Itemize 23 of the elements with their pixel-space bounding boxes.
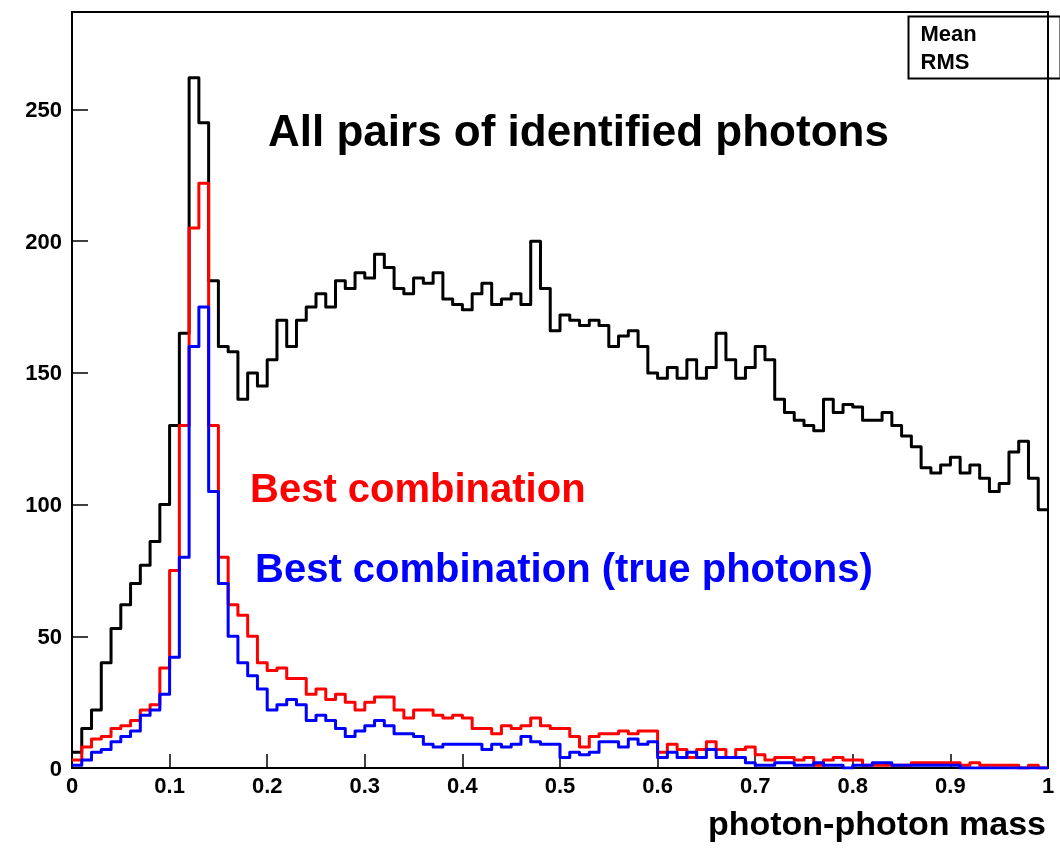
x-tick-label: 0.4 bbox=[447, 772, 479, 798]
x-tick-label: 0.9 bbox=[935, 772, 966, 798]
x-tick-label: 0.3 bbox=[349, 772, 381, 798]
x-tick-label: 0.8 bbox=[837, 772, 869, 798]
y-tick-label: 50 bbox=[37, 623, 62, 649]
annotation: RMS bbox=[920, 49, 970, 74]
y-tick-label: 100 bbox=[25, 492, 62, 518]
annotation: Mean bbox=[920, 21, 977, 46]
x-tick-label: 0.1 bbox=[154, 772, 185, 798]
x-tick-label: 0 bbox=[65, 772, 79, 798]
series-label: Best combination bbox=[250, 466, 586, 510]
x-tick-label: 0.2 bbox=[251, 772, 283, 798]
y-tick-label: 150 bbox=[25, 360, 62, 386]
y-tick-label: 0 bbox=[49, 755, 62, 781]
series-label: All pairs of identified photons bbox=[268, 105, 889, 155]
y-tick-label: 200 bbox=[25, 228, 62, 254]
x-tick-label: 1 bbox=[1041, 772, 1055, 798]
x-tick-label: 0.5 bbox=[544, 772, 576, 798]
series-label: Best combination (true photons) bbox=[255, 546, 873, 590]
y-tick-label: 250 bbox=[25, 96, 62, 122]
x-axis-title: photon-photon mass bbox=[707, 804, 1046, 842]
x-tick-label: 0.7 bbox=[739, 772, 771, 798]
x-tick-label: 0.6 bbox=[642, 772, 673, 798]
